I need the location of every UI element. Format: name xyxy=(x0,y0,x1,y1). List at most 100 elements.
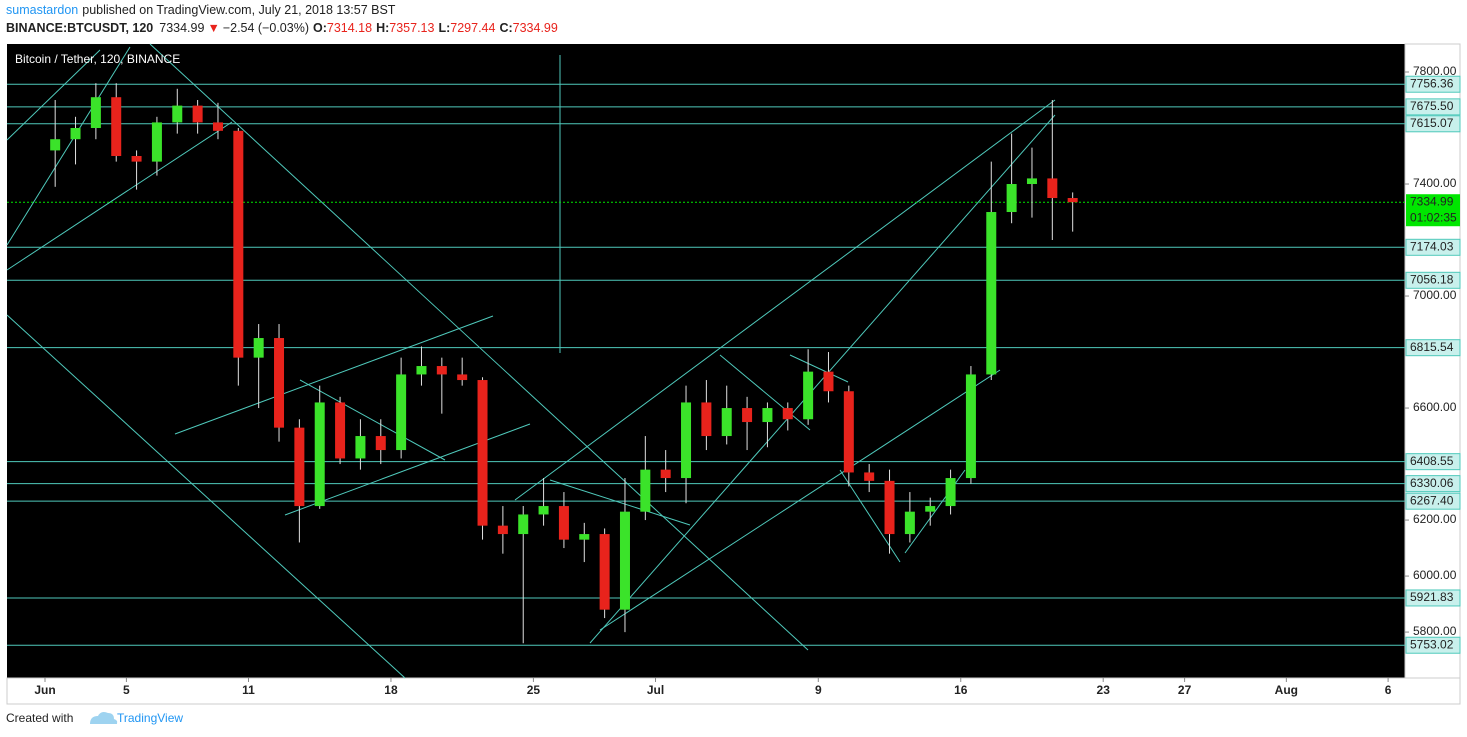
candle-body xyxy=(436,366,447,375)
x-tick-label: 5 xyxy=(123,683,130,697)
trend-line xyxy=(174,315,494,435)
y-tick-label: 6600.00 xyxy=(1413,400,1457,414)
candle-body xyxy=(1026,178,1037,185)
candle-body xyxy=(131,156,142,162)
level-label: 7756.36 xyxy=(1410,76,1454,90)
level-label-box xyxy=(1405,98,1461,116)
ohlc-label: L: xyxy=(438,21,450,35)
arrow: ▼ xyxy=(207,21,219,35)
candle-body xyxy=(701,402,712,437)
candle-body xyxy=(640,469,651,512)
x-tick-label: Jul xyxy=(647,683,664,697)
trend-line xyxy=(589,114,1056,644)
x-tick-label: 27 xyxy=(1178,683,1192,697)
candle-body xyxy=(111,97,122,157)
footer-text: Created with xyxy=(6,711,73,725)
candle-body xyxy=(90,97,101,129)
candle-body xyxy=(416,366,427,375)
ohlc-label: H: xyxy=(376,21,389,35)
published: published on TradingView.com, July 21, 2… xyxy=(82,3,396,17)
level-label-box xyxy=(1405,492,1461,510)
candle-body xyxy=(823,371,834,392)
chart-title: Bitcoin / Tether, 120, BINANCE xyxy=(15,52,180,66)
level-label-box xyxy=(1405,339,1461,357)
candle-body xyxy=(884,480,895,535)
candle-body xyxy=(355,436,366,459)
axis-labels: 5800.00 6000.00 6200.00 6600.00 7000.00 7400.… xyxy=(34,64,1461,697)
author[interactable]: sumastardon xyxy=(6,3,78,17)
change: −2.54 (−0.03%) xyxy=(223,21,309,35)
candle-body xyxy=(945,478,956,507)
level-label: 7174.03 xyxy=(1410,239,1454,253)
candle-body xyxy=(192,105,203,123)
candle-body xyxy=(925,506,936,512)
trend-line xyxy=(549,479,691,526)
ohlc-value: 7357.13 xyxy=(389,21,434,35)
candle-body xyxy=(721,408,732,437)
level-label-box xyxy=(1405,75,1461,93)
candle-body xyxy=(151,122,162,162)
level-label-box xyxy=(1405,589,1461,607)
trend-line xyxy=(6,121,233,271)
candle-body xyxy=(274,338,285,428)
x-tick-label: 16 xyxy=(954,683,968,697)
y-tick-label: 6000.00 xyxy=(1413,568,1457,582)
quote-line: BINANCE:BTCUSDT, 120 7334.99 ▼ −2.54 (−0.03… xyxy=(6,21,558,35)
candle-body xyxy=(518,514,529,535)
trend-line xyxy=(6,46,131,246)
candle-body xyxy=(904,511,915,535)
x-tick-label: Jun xyxy=(34,683,55,697)
y-tick-label: 6200.00 xyxy=(1413,512,1457,526)
trend-line xyxy=(284,423,531,516)
candle-body xyxy=(843,391,854,473)
brand[interactable]: TradingView xyxy=(117,711,183,725)
trend-lines xyxy=(6,43,1056,679)
candle-body xyxy=(619,511,630,610)
header-line: sumastardon published on TradingView.com,… xyxy=(6,3,396,17)
level-label: 5753.02 xyxy=(1410,637,1454,651)
candle-body xyxy=(762,408,773,423)
candle-body xyxy=(233,130,244,358)
level-label: 7056.18 xyxy=(1410,272,1454,286)
y-tick-label: 7800.00 xyxy=(1413,64,1457,78)
last-price-box xyxy=(1406,194,1460,227)
candle-body xyxy=(803,371,814,420)
ohlc-label: O: xyxy=(313,21,327,35)
x-tick-label: 25 xyxy=(527,683,541,697)
y-tick-label: 5800.00 xyxy=(1413,624,1457,638)
x-tick-label: 9 xyxy=(815,683,822,697)
level-label: 6330.06 xyxy=(1410,476,1454,490)
candle-body xyxy=(986,212,997,375)
level-label: 5921.83 xyxy=(1410,590,1454,604)
candle-body xyxy=(538,506,549,515)
ohlc-value: 7297.44 xyxy=(450,21,495,35)
x-tick-label: 6 xyxy=(1385,683,1392,697)
level-label-box xyxy=(1405,238,1461,256)
countdown: 01:02:35 xyxy=(1410,210,1457,224)
candle-body xyxy=(253,338,264,358)
level-label: 6408.55 xyxy=(1410,454,1454,468)
candles xyxy=(50,83,1078,644)
logo[interactable] xyxy=(90,712,118,724)
trend-line xyxy=(149,43,809,651)
candle-body xyxy=(742,408,753,423)
candle-body xyxy=(1067,198,1078,203)
candle-body xyxy=(212,122,223,131)
candle-body xyxy=(599,534,610,610)
candle-body xyxy=(497,525,508,535)
candle-body xyxy=(558,506,569,540)
candle-body xyxy=(864,472,875,481)
candle-body xyxy=(50,139,61,151)
last-price-label: 7334.99 xyxy=(1410,194,1454,208)
x-tick-label: 23 xyxy=(1097,683,1111,697)
time-axis xyxy=(6,677,1461,705)
candle-body xyxy=(375,436,386,451)
candle-body xyxy=(1006,184,1017,213)
ohlc-label: C: xyxy=(499,21,512,35)
candle-body xyxy=(660,469,671,479)
trend-line xyxy=(514,99,1056,501)
level-label: 7675.50 xyxy=(1410,99,1454,113)
candle-body xyxy=(70,128,81,140)
